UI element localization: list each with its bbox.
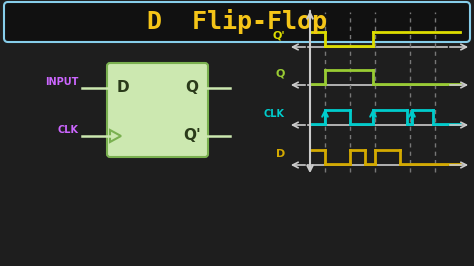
Text: Q: Q [275,69,285,79]
Text: D: D [276,149,285,159]
Text: Q: Q [185,81,199,95]
Text: Q': Q' [183,128,201,143]
FancyBboxPatch shape [107,63,208,157]
Text: D: D [117,81,129,95]
FancyBboxPatch shape [4,2,470,42]
Text: CLK: CLK [58,125,79,135]
Text: D  Flip-Flop: D Flip-Flop [147,10,327,35]
Text: Q': Q' [273,31,285,41]
Text: CLK: CLK [264,109,285,119]
Text: INPUT: INPUT [46,77,79,87]
